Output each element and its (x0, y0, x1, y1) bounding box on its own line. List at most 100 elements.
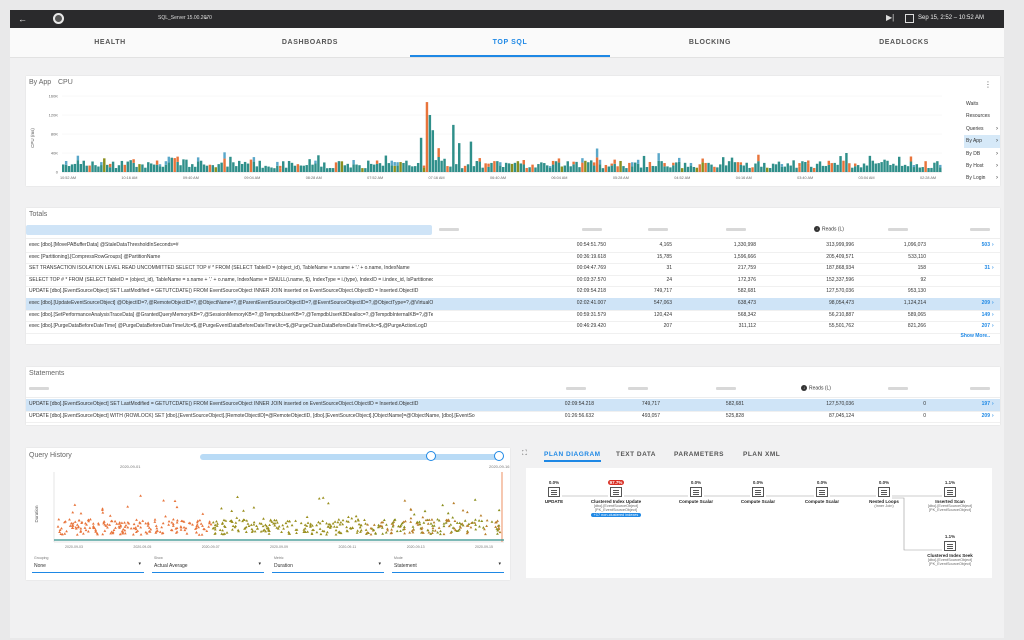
history-point[interactable] (120, 521, 124, 524)
history-point[interactable] (424, 518, 428, 522)
cpu-bar-segment[interactable] (807, 160, 810, 164)
history-point[interactable] (399, 524, 402, 528)
history-point[interactable] (149, 527, 153, 531)
cpu-bar[interactable] (669, 167, 672, 172)
history-point[interactable] (380, 521, 383, 524)
cpu-bar[interactable] (566, 161, 569, 172)
cpu-bar[interactable] (642, 155, 646, 172)
cpu-bar[interactable] (622, 166, 625, 172)
cpu-bar[interactable] (232, 162, 235, 172)
history-point[interactable] (277, 525, 281, 528)
cpu-bar[interactable] (402, 162, 405, 172)
cpu-bar[interactable] (82, 160, 85, 172)
history-point[interactable] (303, 523, 307, 526)
cpu-bar[interactable] (845, 153, 848, 172)
header-text-column[interactable] (29, 387, 49, 390)
cpu-bar[interactable] (543, 163, 546, 172)
history-point[interactable] (102, 520, 106, 523)
cpu-bar[interactable] (164, 164, 168, 172)
cpu-bar-segment[interactable] (739, 162, 743, 165)
history-point[interactable] (461, 508, 465, 512)
history-point[interactable] (270, 520, 274, 523)
history-point[interactable] (79, 527, 83, 530)
history-point[interactable] (337, 518, 341, 521)
cpu-bar[interactable] (331, 168, 335, 172)
history-point[interactable] (465, 531, 469, 535)
history-point[interactable] (95, 531, 99, 535)
cpu-bar-segment[interactable] (196, 157, 200, 162)
cpu-bar[interactable] (328, 167, 332, 172)
cpu-bar-segment[interactable] (276, 161, 279, 166)
cpu-bar[interactable] (370, 163, 373, 172)
history-point[interactable] (420, 526, 424, 529)
history-point[interactable] (318, 521, 322, 525)
cpu-bar[interactable] (678, 161, 681, 172)
chevron-right-icon[interactable]: › (992, 265, 994, 272)
history-point[interactable] (461, 524, 465, 527)
tab-dashboards[interactable]: DASHBOARDS (281, 39, 339, 46)
plan-node[interactable]: 0.0% UPDATE (534, 480, 574, 504)
cpu-bar[interactable] (651, 165, 655, 172)
cpu-bar-segment[interactable] (595, 148, 599, 158)
cpu-bar[interactable] (507, 163, 511, 172)
history-point[interactable] (103, 523, 107, 526)
history-point[interactable] (350, 516, 354, 520)
history-point[interactable] (126, 521, 130, 524)
history-point[interactable] (286, 519, 290, 523)
plan-node[interactable]: 1.1% Inserted Scan [dbo].[EventSourceObjec… (928, 480, 972, 512)
history-point[interactable] (259, 530, 263, 533)
history-point[interactable] (167, 523, 171, 526)
header-writes[interactable] (888, 387, 908, 390)
cpu-bar[interactable] (537, 164, 540, 172)
history-point[interactable] (68, 518, 71, 521)
header-duration[interactable] (566, 387, 586, 390)
cpu-bar[interactable] (343, 165, 347, 172)
history-point[interactable] (70, 526, 74, 530)
history-point[interactable] (230, 519, 233, 522)
cpu-bar[interactable] (117, 165, 121, 172)
history-point[interactable] (372, 523, 376, 526)
cpu-bar[interactable] (751, 167, 754, 172)
history-point[interactable] (87, 518, 90, 521)
cpu-bar[interactable] (548, 167, 552, 172)
history-point[interactable] (412, 513, 416, 516)
history-point[interactable] (325, 533, 328, 536)
more-vert-icon[interactable]: ⋮ (984, 80, 992, 89)
cpu-bar[interactable] (97, 166, 100, 172)
cpu-bar[interactable] (290, 162, 294, 172)
history-point[interactable] (306, 521, 310, 524)
history-point[interactable] (123, 525, 127, 528)
cpu-bar[interactable] (716, 167, 719, 172)
cpu-bar-segment[interactable] (375, 160, 379, 164)
cpu-bar[interactable] (240, 163, 244, 172)
history-point[interactable] (161, 521, 165, 525)
history-point[interactable] (436, 517, 439, 521)
history-point[interactable] (145, 532, 149, 535)
history-point[interactable] (117, 522, 121, 525)
history-point[interactable] (467, 522, 471, 526)
history-point[interactable] (231, 528, 234, 531)
history-point[interactable] (418, 520, 421, 523)
calendar-icon[interactable] (905, 14, 914, 23)
plan-node[interactable]: 0.0% Nested Loops (Inner Join) (864, 480, 904, 508)
history-point[interactable] (146, 521, 150, 524)
cpu-bar-segment[interactable] (314, 160, 317, 164)
cpu-bar[interactable] (619, 160, 622, 172)
history-point[interactable] (184, 526, 188, 530)
history-point[interactable] (442, 524, 446, 528)
side-menu-item[interactable]: Waits (964, 98, 1000, 110)
query-history-chart[interactable]: Duration 2020-09-03 2020-09-05 2020-09-07 20… (26, 468, 510, 552)
history-point[interactable] (56, 525, 60, 528)
cpu-bar[interactable] (722, 157, 725, 172)
cpu-bar[interactable] (815, 163, 819, 172)
history-point[interactable] (119, 524, 123, 527)
cpu-bar[interactable] (534, 167, 537, 172)
history-point[interactable] (327, 525, 331, 528)
history-point[interactable] (213, 523, 217, 527)
history-point[interactable] (311, 524, 314, 527)
cpu-bar[interactable] (771, 163, 775, 172)
side-menu-item[interactable]: By Host › (964, 160, 1000, 172)
cpu-bar[interactable] (719, 164, 722, 172)
cpu-bar[interactable] (173, 158, 176, 172)
history-point[interactable] (498, 530, 502, 534)
